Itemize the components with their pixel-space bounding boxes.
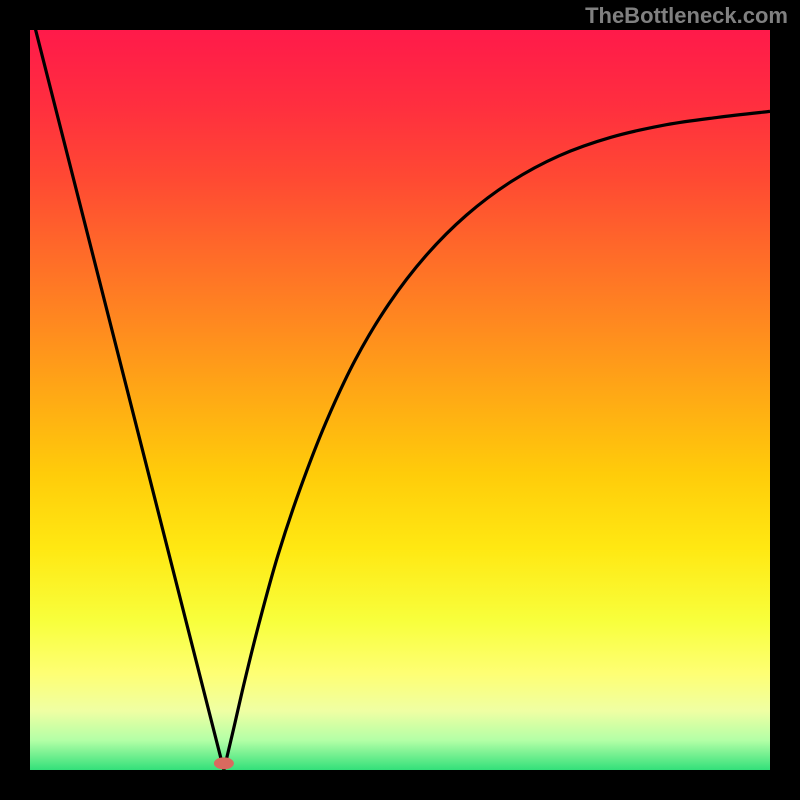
plot-background: [30, 30, 770, 770]
watermark-text: TheBottleneck.com: [585, 3, 788, 29]
notch-marker: [214, 757, 234, 769]
bottleneck-chart: [0, 0, 800, 800]
chart-container: TheBottleneck.com: [0, 0, 800, 800]
